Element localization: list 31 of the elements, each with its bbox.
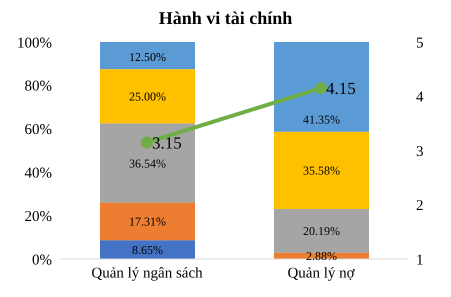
x-tick-label: Quản lý nợ bbox=[287, 266, 356, 282]
y-tick-label: 40% bbox=[24, 166, 52, 182]
y-tick-label: 0% bbox=[32, 252, 52, 268]
data-label: 3.15 bbox=[152, 133, 182, 152]
data-label: 41.35% bbox=[303, 112, 340, 127]
y-tick-label: 20% bbox=[24, 208, 52, 225]
chart-title: Hành vi tài chính bbox=[158, 8, 294, 30]
bar bbox=[274, 42, 369, 132]
data-label: 36.54% bbox=[129, 156, 166, 170]
y2-tick-label: 3 bbox=[416, 144, 424, 160]
bar bbox=[100, 42, 195, 70]
y2-tick-label: 1 bbox=[416, 252, 424, 268]
data-label: 25.00% bbox=[129, 90, 166, 104]
data-label: 8.65% bbox=[132, 242, 163, 257]
bar bbox=[100, 240, 195, 259]
data-label: 20.19% bbox=[303, 224, 340, 238]
y2-tick-label: 4 bbox=[416, 90, 424, 106]
y2-tick-label: 2 bbox=[416, 198, 424, 214]
bar bbox=[274, 208, 369, 253]
x-tick-label: Quản lý ngân sách bbox=[91, 266, 204, 282]
data-label: 35.58% bbox=[303, 164, 340, 178]
data-label: 4.15 bbox=[326, 79, 356, 98]
bar bbox=[100, 202, 195, 240]
y-tick-label: 60% bbox=[24, 122, 52, 138]
data-label: 17.31% bbox=[129, 214, 166, 229]
bar bbox=[274, 132, 369, 209]
y-tick-label: 80% bbox=[24, 78, 52, 95]
y2-tick-label: 5 bbox=[416, 35, 424, 52]
bar bbox=[100, 123, 195, 203]
y-tick-label: 100% bbox=[17, 35, 52, 52]
data-label: 12.50% bbox=[129, 50, 166, 64]
